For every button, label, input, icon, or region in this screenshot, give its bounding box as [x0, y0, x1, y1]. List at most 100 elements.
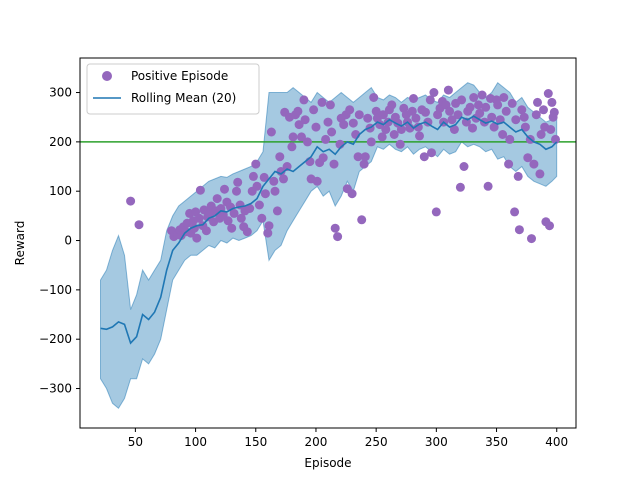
data-point — [299, 95, 309, 105]
data-point — [409, 94, 418, 103]
x-tick-label: 300 — [425, 435, 448, 449]
y-axis-label: Reward — [13, 221, 27, 266]
data-point — [443, 85, 453, 95]
data-point — [330, 223, 340, 233]
x-tick-label: 250 — [365, 435, 388, 449]
data-point — [359, 159, 369, 169]
x-tick-label: 350 — [485, 435, 508, 449]
data-point — [447, 115, 457, 125]
data-point — [487, 112, 497, 122]
data-point — [223, 216, 233, 226]
data-point — [252, 181, 262, 191]
data-point — [546, 125, 556, 134]
data-point — [551, 134, 560, 144]
data-point — [389, 130, 399, 139]
y-tick-label: 0 — [64, 234, 72, 248]
data-point — [227, 223, 237, 233]
data-point — [134, 220, 144, 230]
data-point — [242, 227, 252, 237]
y-tick-label: 100 — [49, 184, 72, 198]
data-point — [474, 100, 483, 110]
data-point — [381, 125, 391, 134]
data-point — [260, 189, 270, 199]
data-point — [248, 171, 258, 181]
data-point — [445, 106, 455, 116]
data-point — [195, 185, 205, 195]
data-point — [507, 98, 517, 108]
data-point — [513, 171, 523, 181]
data-point — [531, 110, 541, 120]
data-point — [325, 100, 335, 110]
scatter-points-layer — [126, 85, 560, 244]
data-point — [469, 93, 479, 102]
data-point — [303, 137, 312, 147]
data-point — [504, 159, 514, 169]
data-point — [254, 200, 264, 210]
data-point — [192, 233, 202, 243]
data-point — [498, 130, 508, 139]
data-point — [360, 152, 370, 162]
data-point — [510, 207, 520, 217]
data-point — [318, 153, 328, 163]
data-point — [220, 184, 229, 194]
data-point — [429, 88, 439, 97]
data-point — [517, 105, 527, 115]
data-point — [499, 93, 509, 102]
data-point — [475, 108, 485, 118]
data-point — [465, 102, 475, 112]
data-point — [309, 105, 319, 115]
x-axis-ticks: 50 100 150 200 250 300 350 400 — [128, 428, 568, 449]
data-point — [126, 196, 136, 206]
data-point — [411, 113, 421, 123]
data-point — [293, 106, 303, 116]
data-point — [545, 221, 554, 231]
data-point — [520, 122, 530, 132]
x-tick-label: 150 — [244, 435, 267, 449]
data-point — [468, 123, 477, 133]
data-point — [327, 127, 337, 137]
data-point — [549, 107, 559, 117]
data-point — [427, 148, 436, 158]
data-point — [272, 206, 282, 216]
data-point — [236, 213, 246, 223]
data-point — [481, 102, 491, 112]
data-point — [317, 97, 327, 107]
legend-box — [86, 63, 260, 115]
data-point — [505, 134, 515, 144]
data-point — [536, 130, 546, 139]
y-axis-ticks: −300 −200 −100 0 100 200 300 — [39, 86, 80, 396]
data-point — [229, 208, 239, 218]
data-point — [194, 213, 204, 223]
legend-label-positive-episode: Positive Episode — [131, 69, 228, 83]
data-point — [329, 159, 339, 169]
data-point — [371, 106, 381, 116]
data-point — [264, 221, 274, 231]
data-point — [345, 105, 355, 115]
data-point — [263, 228, 273, 238]
data-point — [288, 132, 298, 142]
data-point — [363, 113, 373, 123]
data-point — [270, 186, 280, 196]
data-point — [366, 137, 376, 147]
data-point — [477, 90, 487, 100]
data-point — [421, 107, 430, 117]
data-point — [457, 95, 467, 105]
data-point — [377, 132, 387, 142]
y-tick-label: 200 — [49, 135, 72, 149]
data-point — [201, 226, 211, 236]
data-point — [407, 106, 417, 116]
data-point — [455, 182, 465, 192]
y-tick-label: 300 — [49, 86, 72, 100]
data-point — [323, 117, 333, 127]
data-point — [297, 132, 306, 142]
data-point — [251, 159, 261, 169]
data-point — [425, 95, 435, 105]
data-point — [266, 127, 276, 137]
data-point — [347, 189, 357, 199]
data-point — [282, 162, 292, 171]
x-tick-label: 50 — [128, 435, 143, 449]
data-point — [321, 134, 331, 144]
data-point — [311, 122, 321, 132]
data-point — [233, 177, 243, 187]
